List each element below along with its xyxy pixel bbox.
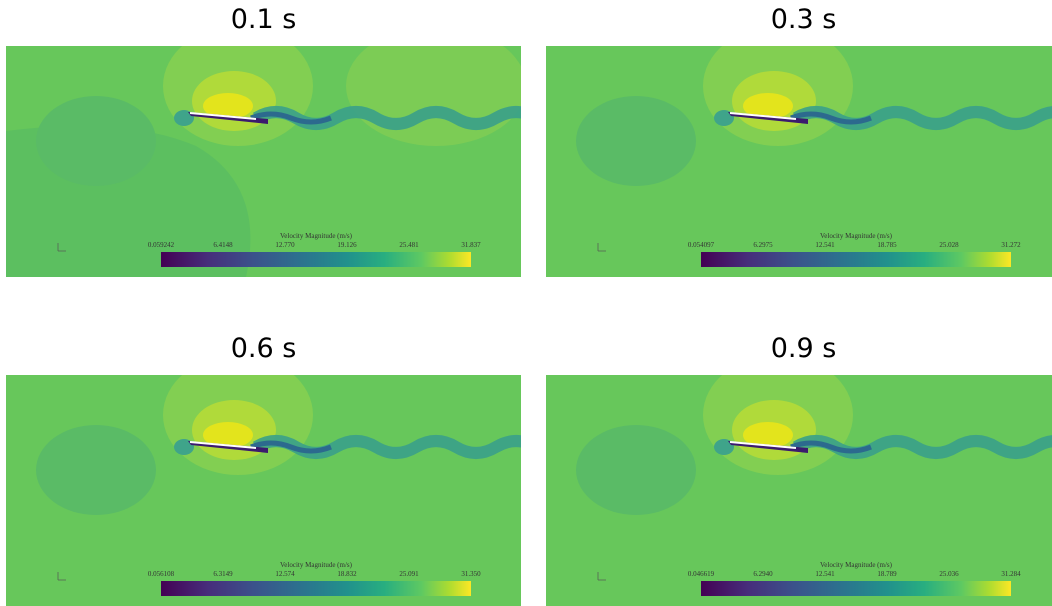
flow-field: Velocity Magnitude (m/s) 0.059242 6.4148 12…	[6, 46, 521, 277]
colorbar	[161, 252, 471, 267]
flow-field: Velocity Magnitude (m/s) 0.056108 6.3149 12…	[6, 375, 521, 606]
lobe	[576, 425, 696, 515]
colorbar-title: Velocity Magnitude (m/s)	[280, 561, 353, 569]
lobe	[36, 96, 156, 186]
colorbar-tick-label: 25.036	[939, 570, 959, 578]
panel-title: 0.3 s	[546, 4, 1052, 35]
colorbar-tick-label: 6.4148	[213, 241, 233, 249]
contour-plot: Velocity Magnitude (m/s) 0.056108 6.3149 12…	[6, 375, 521, 606]
panel-title: 0.6 s	[6, 333, 521, 364]
colorbar-tick-label: 25.028	[939, 241, 959, 249]
colorbar-tick-label: 18.832	[337, 570, 357, 578]
colorbar-tick-label: 31.272	[1001, 241, 1021, 249]
colorbar-title: Velocity Magnitude (m/s)	[280, 232, 353, 240]
contour-plot: Velocity Magnitude (m/s) 0.054097 6.2975 12…	[546, 46, 1052, 277]
colorbar-tick-label: 12.541	[815, 570, 835, 578]
contour-plot: Velocity Magnitude (m/s) 0.059242 6.4148 12…	[6, 46, 521, 277]
colorbar-tick-label: 25.091	[399, 570, 419, 578]
colorbar-tick-label: 25.481	[399, 241, 419, 249]
colorbar-tick-label: 6.3149	[213, 570, 233, 578]
lobe	[576, 96, 696, 186]
colorbar-tick-label: 0.046619	[688, 570, 715, 578]
colorbar-tick-label: 31.350	[461, 570, 481, 578]
colorbar-title: Velocity Magnitude (m/s)	[820, 232, 893, 240]
colorbar-tick-label: 12.541	[815, 241, 835, 249]
colorbar-tick-label: 0.056108	[148, 570, 175, 578]
colorbar-tick-label: 0.059242	[148, 241, 175, 249]
colorbar-tick-label: 0.054097	[688, 241, 715, 249]
panel-title: 0.9 s	[546, 333, 1052, 364]
colorbar-tick-label: 6.2940	[753, 570, 773, 578]
colorbar-title: Velocity Magnitude (m/s)	[820, 561, 893, 569]
colorbar	[701, 581, 1011, 596]
colorbar	[701, 252, 1011, 267]
colorbar-tick-label: 12.770	[275, 241, 295, 249]
flow-field: Velocity Magnitude (m/s) 0.046619 6.2940 12…	[546, 375, 1052, 606]
figure: 0.1 s Velocity Magnitude (m/s) 0.059242 6.4…	[0, 0, 1052, 606]
flow-field: Velocity Magnitude (m/s) 0.054097 6.2975 12…	[546, 46, 1052, 277]
lobe	[36, 425, 156, 515]
colorbar-tick-label: 18.789	[877, 570, 897, 578]
colorbar-tick-label: 18.785	[877, 241, 897, 249]
colorbar	[161, 581, 471, 596]
colorbar-tick-label: 19.126	[337, 241, 357, 249]
colorbar-tick-label: 6.2975	[753, 241, 773, 249]
contour-plot: Velocity Magnitude (m/s) 0.046619 6.2940 12…	[546, 375, 1052, 606]
colorbar-tick-label: 12.574	[275, 570, 295, 578]
colorbar-tick-label: 31.284	[1001, 570, 1021, 578]
panel-title: 0.1 s	[6, 4, 521, 35]
colorbar-tick-label: 31.837	[461, 241, 481, 249]
